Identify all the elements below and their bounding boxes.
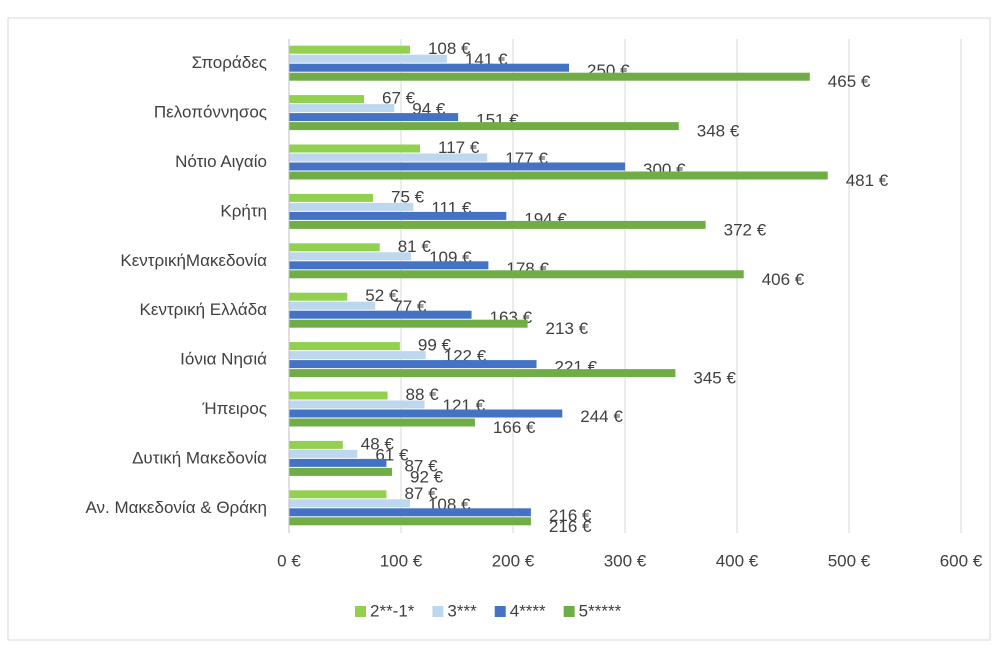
legend-label: 3***: [447, 601, 477, 620]
bar: [289, 409, 563, 418]
bar: [289, 508, 531, 517]
value-label: 348 €: [697, 122, 740, 141]
bar: [289, 517, 531, 526]
bar: [289, 292, 348, 301]
legend-swatch: [355, 606, 366, 617]
legend-swatch: [494, 606, 506, 617]
bar: [289, 252, 412, 261]
bar: [289, 63, 569, 72]
x-tick-label: 600 €: [940, 551, 983, 570]
bar: [289, 95, 365, 104]
bar: [289, 211, 507, 220]
bar: [289, 243, 380, 252]
y-tick-label: Δυτική Μακεδονία: [132, 448, 267, 467]
value-label: 92 €: [410, 467, 444, 486]
y-tick-label: Αν. Μακεδονία & Θράκη: [85, 498, 267, 517]
bar: [289, 45, 410, 54]
bar: [289, 193, 373, 202]
value-label: 88 €: [406, 385, 440, 404]
value-label: 216 €: [549, 517, 592, 536]
x-tick-label: 400 €: [716, 551, 759, 570]
value-label: 406 €: [762, 270, 805, 289]
value-label: 465 €: [828, 72, 871, 91]
value-label: 216 €: [549, 506, 592, 525]
bar: [289, 220, 706, 229]
bar: [289, 153, 488, 162]
legend-label: 5*****: [579, 601, 622, 620]
value-label: 213 €: [546, 319, 589, 338]
legend-swatch: [563, 606, 575, 617]
bar: [289, 400, 425, 409]
bar: [289, 301, 376, 310]
bar: [289, 369, 676, 378]
bar: [289, 171, 828, 180]
value-label: 87 €: [404, 484, 438, 503]
bar: [289, 449, 358, 458]
x-tick-label: 0 €: [277, 551, 301, 570]
x-tick-label: 500 €: [828, 551, 871, 570]
value-label: 372 €: [724, 220, 767, 239]
bar: [289, 319, 528, 328]
bar: [289, 391, 388, 400]
value-label: 87 €: [404, 456, 438, 475]
bar: [289, 351, 426, 360]
value-label: 108 €: [428, 39, 471, 58]
value-label: 345 €: [693, 369, 736, 388]
value-label: 166 €: [493, 418, 536, 437]
bar: [289, 54, 447, 63]
bar: [289, 162, 625, 171]
bar: [289, 261, 489, 270]
bar: [289, 467, 393, 476]
bar: [289, 360, 537, 369]
y-tick-label: Κεντρική Ελλάδα: [140, 300, 268, 319]
value-label: 244 €: [580, 407, 623, 426]
bar: [289, 202, 414, 211]
legend-label: 2**-1*: [370, 601, 415, 620]
bar: [289, 342, 400, 351]
value-label: 481 €: [846, 171, 889, 190]
y-tick-label: Νότιο Αιγαίο: [175, 152, 267, 171]
y-tick-label: Σποράδες: [192, 53, 267, 72]
bar: [289, 458, 387, 467]
legend-swatch: [432, 606, 444, 617]
value-label: 67 €: [382, 89, 416, 108]
value-label: 48 €: [361, 434, 395, 453]
y-tick-label: Ήπειρος: [201, 399, 267, 418]
bar: [289, 122, 679, 131]
legend-label: 4****: [510, 601, 546, 620]
y-tick-label: Ιόνια Νησιά: [180, 350, 267, 369]
bar: [289, 440, 343, 449]
y-tick-label: ΚεντρικήΜακεδονία: [120, 251, 267, 270]
x-tick-label: 200 €: [492, 551, 535, 570]
x-tick-label: 300 €: [604, 551, 647, 570]
bar: [289, 310, 472, 319]
bar: [289, 490, 387, 499]
value-label: 81 €: [398, 237, 432, 256]
chart-frame: [7, 17, 991, 641]
bar: [289, 144, 421, 153]
y-tick-label: Κρήτη: [220, 201, 267, 220]
bar: [289, 72, 810, 81]
x-tick-label: 100 €: [380, 551, 423, 570]
y-tick-label: Πελοπόννησος: [154, 103, 267, 122]
value-label: 52 €: [365, 286, 399, 305]
bar: [289, 270, 744, 279]
value-label: 117 €: [438, 138, 480, 157]
bar: [289, 104, 395, 113]
value-label: 75 €: [391, 187, 425, 206]
bar: [289, 499, 410, 508]
bar: [289, 113, 459, 122]
value-label: 99 €: [418, 336, 452, 355]
bar: [289, 418, 475, 427]
